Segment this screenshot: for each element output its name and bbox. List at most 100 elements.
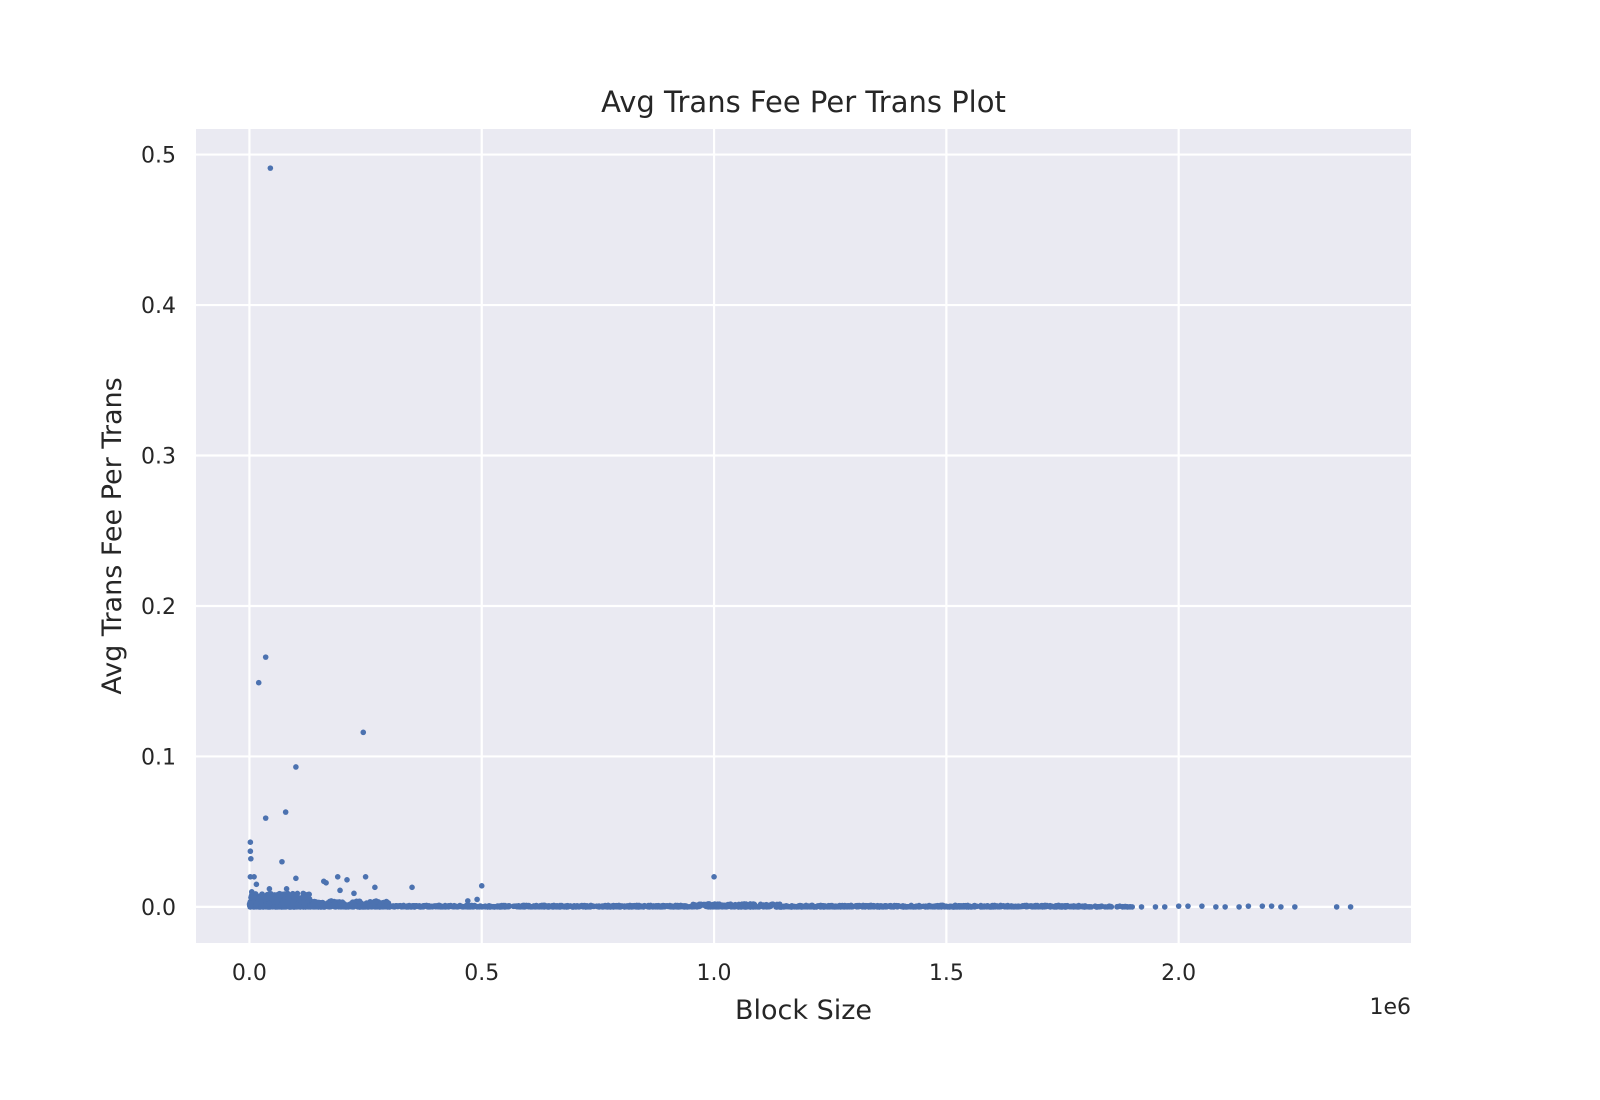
scatter-point [499, 904, 505, 910]
scatter-point [575, 904, 582, 910]
scatter-point [1236, 904, 1242, 910]
scatter-point [862, 903, 869, 910]
scatter-point [1021, 902, 1028, 909]
scatter-point [773, 903, 780, 910]
scatter-point [349, 903, 355, 910]
scatter-point [1070, 903, 1077, 910]
scatter-point [452, 903, 459, 909]
scatter-point [953, 903, 959, 910]
scatter-point [279, 858, 285, 865]
scatter-point [582, 903, 588, 910]
scatter-point [962, 902, 969, 909]
scatter-point [248, 894, 255, 901]
scatter-point [1278, 904, 1284, 910]
scatter-point [397, 902, 403, 909]
scatter-point [1057, 904, 1064, 910]
scatter-point [788, 904, 794, 910]
scatter-point [458, 903, 465, 910]
x-axis-label: Block Size [735, 995, 872, 1026]
scatter-point [260, 904, 266, 910]
scatter-point [372, 884, 378, 891]
scatter-point [731, 904, 738, 910]
scatter-point [262, 654, 269, 660]
scatter-point [554, 903, 560, 909]
scatter-point [593, 903, 600, 910]
scatter-point [248, 889, 255, 895]
scatter-point [835, 903, 842, 909]
scatter-point [941, 904, 948, 910]
scatter-point [1009, 903, 1016, 910]
scatter-point [445, 903, 452, 909]
scatter-point [762, 903, 768, 910]
scatter-point [884, 903, 891, 909]
scatter-point [247, 839, 254, 845]
scatter-point [367, 903, 373, 910]
scatter-point [1333, 904, 1340, 910]
scatter-point [1213, 904, 1219, 910]
scatter-point [820, 904, 827, 910]
scatter-point [377, 904, 384, 910]
scatter-point [266, 900, 273, 907]
scatter-point [1185, 903, 1191, 909]
scatter-point [1032, 904, 1039, 910]
scatter-point [293, 764, 299, 770]
scatter-point [253, 881, 260, 888]
scatter-point [337, 899, 344, 906]
scatter-point [616, 904, 622, 910]
scatter-point [482, 904, 489, 910]
scatter-point [409, 884, 415, 891]
scatter-point [895, 903, 902, 909]
scatter-point [257, 894, 264, 901]
scatter-point [1088, 904, 1095, 910]
scatter-point [478, 904, 485, 910]
scatter-point [362, 874, 369, 880]
scatter-point [604, 903, 611, 910]
scatter-point [274, 899, 280, 905]
scatter-point [767, 902, 774, 908]
scatter-point [1259, 903, 1266, 909]
scatter-point [337, 887, 343, 894]
scatter-point [1114, 904, 1120, 910]
scatter-point [735, 904, 742, 910]
y-tick-label: 0.5 [141, 144, 176, 169]
scatter-point [262, 815, 269, 821]
scatter-point [1268, 903, 1275, 909]
scatter-point [282, 809, 289, 815]
scatter-point [310, 900, 317, 907]
scatter-point [539, 904, 545, 910]
scatter-point [994, 903, 1000, 909]
scatter-point [269, 896, 275, 902]
scatter-point [274, 904, 281, 910]
scatter-point [417, 903, 423, 910]
scatter-point [812, 904, 818, 910]
chart-title: Avg Trans Fee Per Trans Plot [601, 85, 1006, 119]
x-tick-label: 0.0 [232, 961, 267, 986]
scatter-point [301, 899, 307, 906]
scatter-point [294, 901, 300, 908]
scatter-point [665, 903, 671, 910]
scatter-point [903, 903, 909, 910]
scatter-point [283, 886, 290, 892]
scatter-point [1039, 902, 1045, 909]
scatter-point [1062, 904, 1068, 910]
scatter-point [247, 900, 253, 906]
scatter-point [803, 902, 809, 909]
scatter-point [1245, 903, 1252, 909]
scatter-point [977, 904, 984, 910]
scatter-point [388, 903, 395, 909]
scatter-point [1093, 904, 1100, 910]
scatter-point [639, 903, 645, 910]
scatter-point [534, 903, 540, 910]
scatter-point [293, 875, 299, 882]
scatter-point [877, 903, 884, 909]
scatter-point [408, 904, 414, 910]
scatter-point [1175, 903, 1182, 909]
scatter-point [969, 903, 975, 910]
x-axis-tick-labels: 0.0 0.5 1.0 1.5 2.0 [232, 961, 1196, 986]
scatter-point [847, 902, 854, 909]
scatter-point [323, 880, 329, 886]
scatter-point [1003, 903, 1009, 909]
scatter-point [711, 874, 717, 880]
data-points [246, 165, 1354, 910]
y-tick-label: 0.1 [141, 745, 176, 770]
